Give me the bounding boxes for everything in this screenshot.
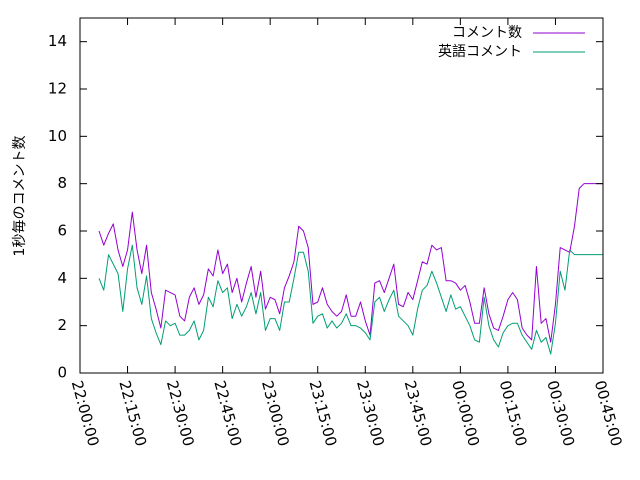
x-tick-label: 00:00:00 (448, 379, 483, 449)
legend-label-2: 英語コメント (438, 43, 522, 60)
y-tick-label: 2 (57, 316, 67, 334)
y-tick-label: 8 (57, 174, 67, 192)
x-tick-label: 00:45:00 (591, 379, 626, 449)
x-tick-label: 22:45:00 (210, 379, 245, 449)
x-tick-label: 22:15:00 (115, 379, 150, 449)
x-tick-label: 23:30:00 (353, 379, 388, 449)
plot-frame (79, 17, 604, 374)
y-axis-title: 1秒毎のコメント数 (12, 136, 28, 257)
x-tick-label: 23:45:00 (401, 379, 436, 449)
x-axis: 22:00:00 22:15:00 22:30:00 22:45:00 23:00:00… (68, 18, 626, 448)
y-tick-label: 12 (48, 80, 67, 98)
y-tick-label: 14 (48, 32, 67, 50)
x-tick-label: 00:30:00 (543, 379, 578, 449)
y-tick-label: 6 (57, 222, 67, 240)
x-tick-label: 23:15:00 (306, 379, 341, 449)
y-axis: 0 2 4 6 8 10 12 14 (48, 32, 603, 382)
plot-lines (98, 183, 603, 355)
legend-label-1: コメント数 (452, 25, 522, 41)
series-line-1 (98, 183, 603, 343)
x-tick-label: 00:15:00 (496, 379, 531, 449)
x-tick-label: 22:00:00 (68, 379, 103, 449)
series-line-2 (98, 244, 603, 355)
y-tick-label: 10 (48, 127, 67, 145)
y-tick-label: 4 (57, 269, 67, 287)
x-tick-label: 23:00:00 (258, 379, 293, 449)
y-tick-label: 0 (57, 364, 67, 382)
x-tick-label: 22:30:00 (163, 379, 198, 449)
